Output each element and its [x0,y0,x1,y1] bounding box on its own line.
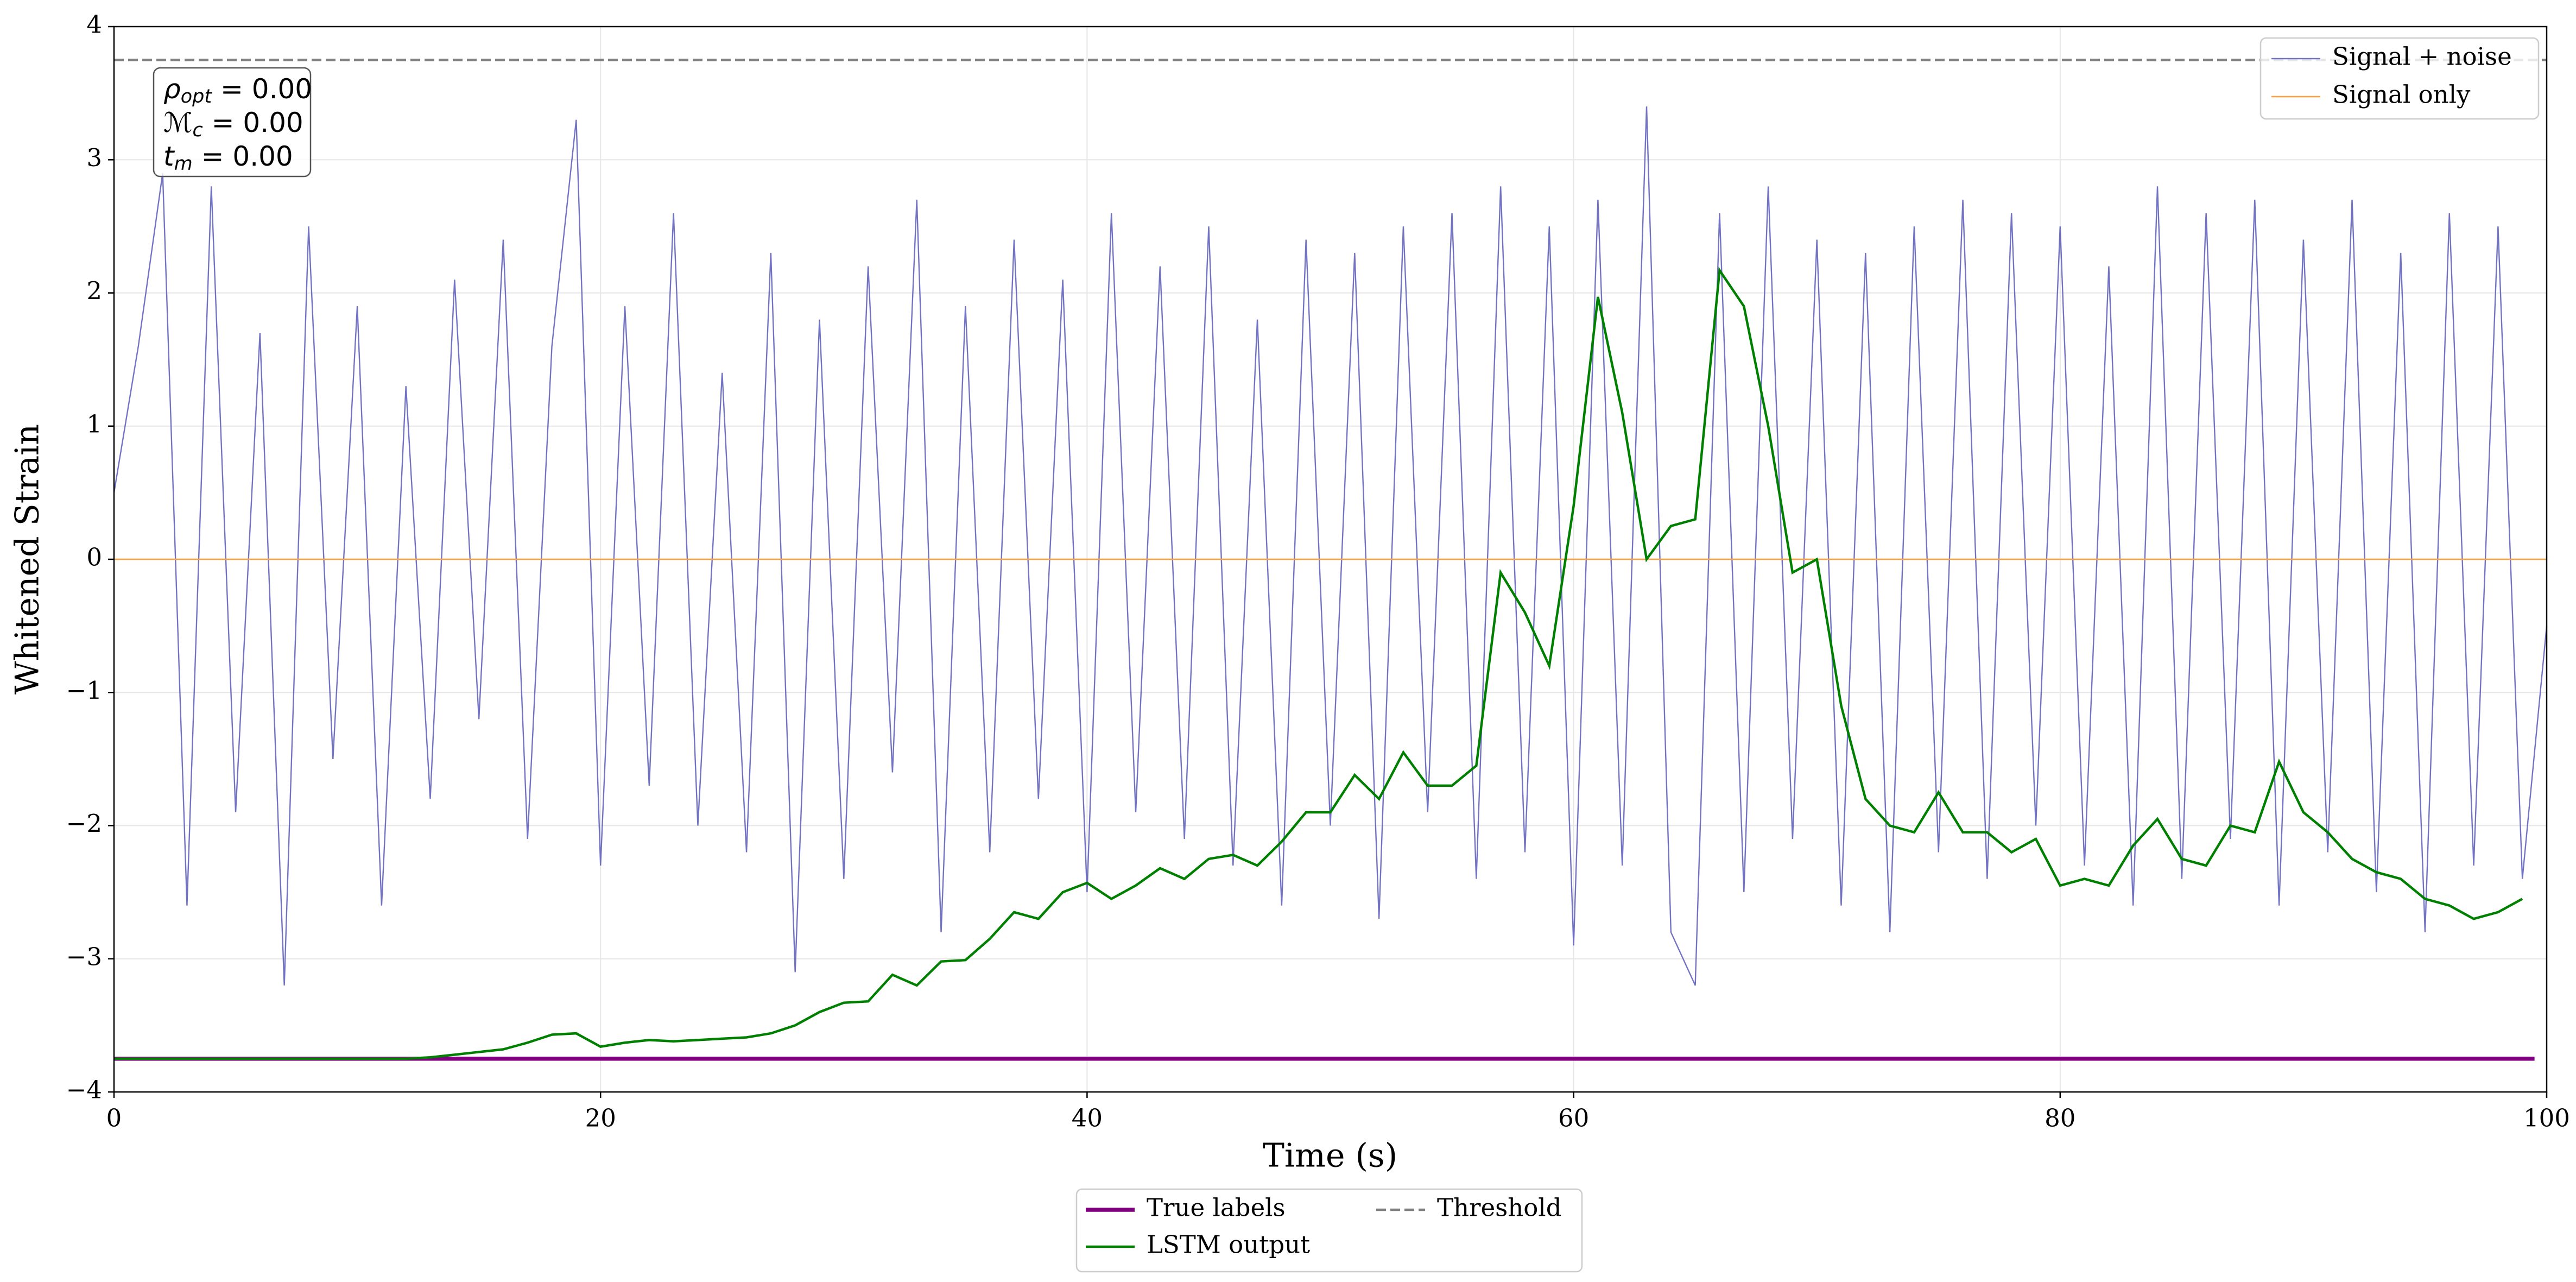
series-line [114,106,2547,986]
y-tick-label: 2 [86,276,102,305]
legend-label: LSTM output [1147,1230,1310,1259]
annotation-text: tm = 0.00 [163,141,293,175]
legend-label: Signal only [2332,80,2471,109]
x-tick-label: 60 [1558,1104,1589,1133]
y-tick-label: −3 [66,942,102,971]
annotation-box [153,67,312,178]
y-tick-label: −2 [66,809,102,838]
x-tick-label: 80 [2045,1104,2075,1133]
y-tick-label: −4 [66,1076,102,1104]
x-tick-label: 0 [106,1104,122,1133]
annotation-value: = 0.00 [212,73,312,105]
annotation-symbol: ρ [163,73,181,105]
y-axis-label: Whitened Strain [9,424,47,694]
x-tick-label: 20 [585,1104,616,1133]
legend-label: Signal + noise [2332,42,2512,71]
y-tick-label: 3 [86,143,102,172]
series-line [114,267,2523,1060]
annotation-value: = 0.00 [203,107,303,138]
y-tick-label: 0 [86,543,102,572]
annotation-text: ℳc = 0.00 [163,107,303,142]
annotation-symbol: t [163,141,175,172]
annotation-sub: m [174,153,193,175]
x-tick-label: 100 [2523,1104,2570,1133]
legend-label: True labels [1147,1193,1286,1222]
x-axis-label: Time (s) [1263,1137,1397,1175]
legend-label: Threshold [1437,1193,1562,1222]
x-tick-label: 40 [1072,1104,1103,1133]
annotation-sub: opt [181,86,213,108]
legend-box [1075,1188,1583,1273]
annotation-text: ρopt = 0.00 [163,73,312,108]
y-tick-label: 1 [86,409,102,438]
annotation-value: = 0.00 [193,141,293,172]
y-tick-label: 4 [86,10,102,39]
annotation-sub: c [192,119,202,141]
y-tick-label: −1 [66,676,102,705]
annotation-symbol: ℳ [163,107,192,138]
legend-box [2259,37,2540,120]
plot-frame [113,26,2548,1093]
